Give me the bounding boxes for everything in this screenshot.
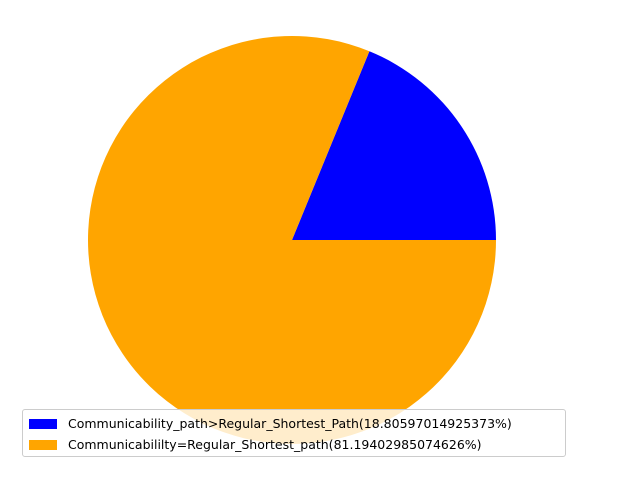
legend-label: Communicability_path>Regular_Shortest_Pa… bbox=[68, 416, 512, 431]
legend-swatch-blue bbox=[29, 418, 57, 429]
pie-slice-0 bbox=[292, 51, 496, 240]
legend-swatch-orange bbox=[29, 439, 57, 450]
legend: Communicability_path>Regular_Shortest_Pa… bbox=[22, 409, 566, 457]
pie-slice-1 bbox=[88, 35, 496, 444]
legend-entry-communicability-greater: Communicability_path>Regular_Shortest_Pa… bbox=[29, 413, 565, 434]
legend-entry-communicability-equal: Communicabililty=Regular_Shortest_path(8… bbox=[29, 434, 565, 455]
legend-label: Communicabililty=Regular_Shortest_path(8… bbox=[68, 437, 482, 452]
